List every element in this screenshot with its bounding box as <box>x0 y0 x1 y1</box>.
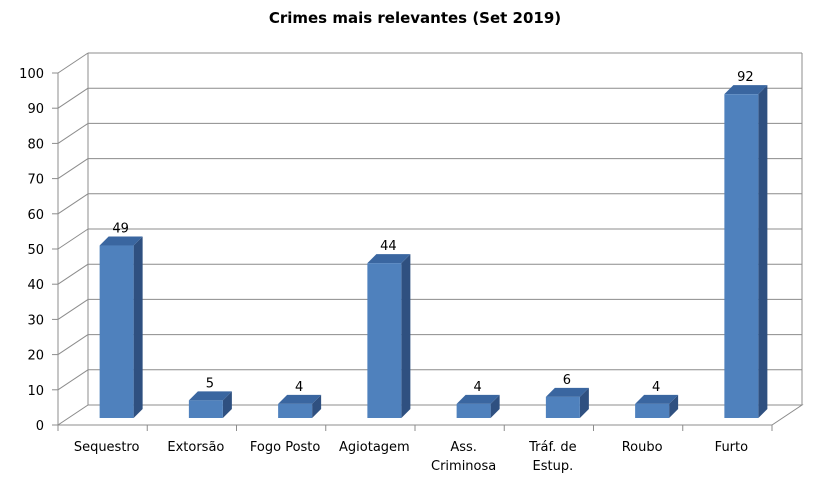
gridline-side <box>57 334 89 356</box>
bar-side <box>401 254 411 418</box>
gridline-side <box>57 87 89 109</box>
y-tick-label: 10 <box>27 384 44 399</box>
bar-top <box>545 387 589 397</box>
y-tick-label: 80 <box>27 137 44 152</box>
bars-layer <box>99 85 768 418</box>
bar <box>635 403 670 418</box>
x-tick-label: Tráf. de <box>528 440 577 455</box>
gridline-side <box>57 52 89 74</box>
data-label: 4 <box>652 380 660 395</box>
data-label: 6 <box>563 373 571 388</box>
floor <box>56 404 804 426</box>
bar <box>456 403 491 418</box>
x-tick-label: Agiotagem <box>339 440 410 455</box>
bar-top <box>99 236 143 246</box>
x-tick-label: Estup. <box>533 459 574 474</box>
bar-top <box>635 394 679 404</box>
gridline-side <box>57 193 89 215</box>
x-tick-label: Extorsão <box>167 440 224 455</box>
grid-layer <box>52 52 804 431</box>
bar <box>188 400 223 418</box>
gridline-side <box>57 369 89 391</box>
bar-side <box>490 394 500 418</box>
data-label: 49 <box>112 222 129 237</box>
labels-layer: 0 10 20 30 40 50 60 70 80 90 100 49 Sequestro 5 Extors… <box>19 67 753 474</box>
gridline-side <box>57 263 89 285</box>
bar-top <box>188 391 232 401</box>
bar <box>545 396 580 418</box>
data-label: 44 <box>380 239 397 254</box>
y-tick-label: 100 <box>19 67 44 82</box>
bar <box>278 403 313 418</box>
y-tick-label: 0 <box>36 419 44 434</box>
gridline-side <box>57 298 89 320</box>
bar-top <box>367 254 411 264</box>
bar-side <box>669 394 679 418</box>
gridline-side <box>57 122 89 144</box>
y-tick-label: 90 <box>27 102 44 117</box>
data-label: 5 <box>206 376 214 391</box>
bar-side <box>579 387 589 418</box>
bar-top <box>456 394 500 404</box>
bar-side <box>222 391 232 418</box>
x-tick-label: Ass. <box>450 440 477 455</box>
x-tick-label: Sequestro <box>74 440 140 455</box>
data-label: 4 <box>473 380 481 395</box>
y-tick-label: 40 <box>27 278 44 293</box>
bar-side <box>312 394 322 418</box>
y-tick-label: 60 <box>27 208 44 223</box>
x-tick-label: Roubo <box>622 440 663 455</box>
bar-side <box>758 85 768 418</box>
chart-title: Crimes mais relevantes (Set 2019) <box>268 9 562 27</box>
bar <box>724 94 759 418</box>
bar-top <box>278 394 322 404</box>
bar <box>99 245 134 418</box>
gridline-side <box>57 158 89 180</box>
gridline-side <box>57 228 89 250</box>
x-tick-label: Criminosa <box>431 459 496 474</box>
data-label: 92 <box>737 70 754 85</box>
y-tick-label: 70 <box>27 173 44 188</box>
bar-top <box>724 85 768 95</box>
y-tick-label: 30 <box>27 313 44 328</box>
y-tick-label: 50 <box>27 243 44 258</box>
x-tick-label: Fogo Posto <box>250 440 321 455</box>
x-tick-label: Furto <box>715 440 748 455</box>
bar <box>367 263 402 418</box>
data-label: 4 <box>295 380 303 395</box>
bar-side <box>133 236 143 418</box>
y-tick-label: 20 <box>27 349 44 364</box>
